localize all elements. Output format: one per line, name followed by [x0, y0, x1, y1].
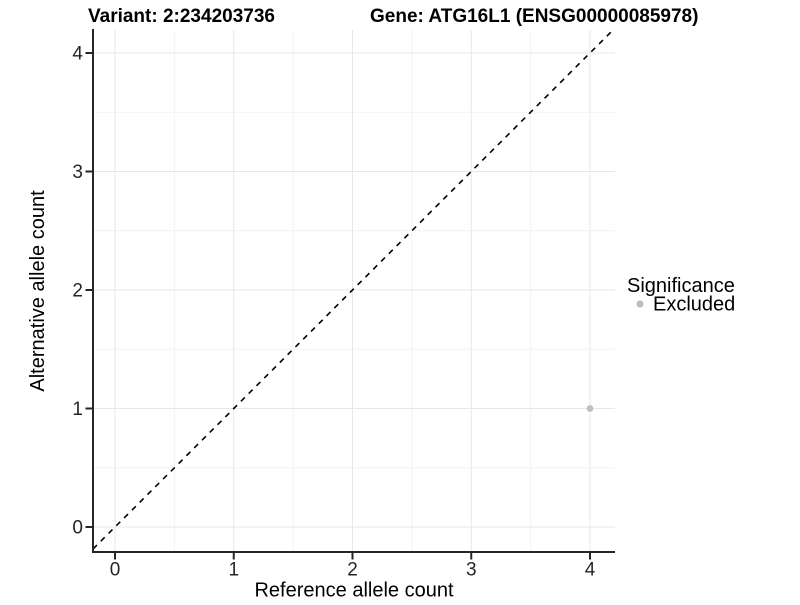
- x-tick-4: 4: [585, 560, 596, 581]
- x-axis-tick-labels: 0 1 2 3 4: [110, 560, 596, 581]
- legend: Significance Excluded: [627, 275, 735, 316]
- x-tick-0: 0: [110, 560, 121, 581]
- x-axis-title: Reference allele count: [254, 580, 453, 601]
- plot-panel: [93, 30, 615, 552]
- x-axis-tick-marks: [114, 553, 591, 560]
- legend-title: Significance: [627, 275, 735, 297]
- y-tick-1: 1: [72, 399, 83, 420]
- y-axis-tick-marks: [85, 52, 92, 528]
- y-tick-4: 4: [72, 44, 83, 65]
- grid-major-lines: [93, 30, 615, 552]
- plot-title-variant: Variant: 2:234203736: [88, 6, 275, 27]
- data-point-excluded: [586, 405, 594, 412]
- x-tick-2: 2: [347, 560, 358, 581]
- grid-minor-lines: [93, 30, 615, 552]
- y-tick-0: 0: [72, 518, 83, 539]
- y-axis-tick-labels: 0 1 2 3 4: [72, 44, 83, 539]
- plot-title-gene: Gene: ATG16L1 (ENSG00000085978): [370, 6, 698, 27]
- identity-reference-line: [92, 29, 614, 550]
- x-tick-3: 3: [466, 560, 477, 581]
- legend-label-excluded: Excluded: [653, 294, 735, 316]
- y-tick-2: 2: [72, 281, 83, 302]
- legend-key-dot-excluded: [636, 300, 644, 308]
- x-tick-1: 1: [228, 560, 239, 581]
- y-tick-3: 3: [72, 162, 83, 183]
- y-axis-title: Alternative allele count: [27, 190, 49, 392]
